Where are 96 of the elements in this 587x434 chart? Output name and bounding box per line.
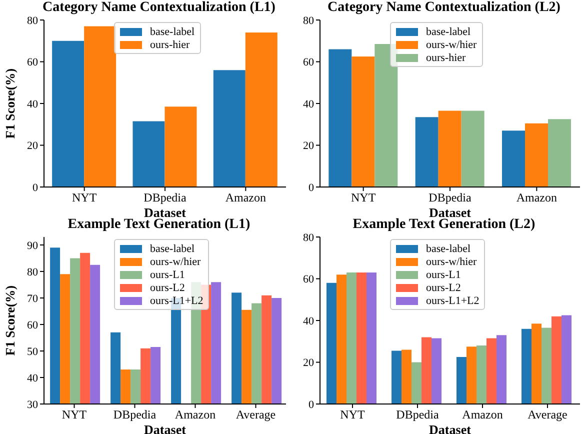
legend-label: base-label [426,26,471,38]
bar [346,272,356,404]
bar [328,49,352,187]
y-tick-label: 50 [27,346,38,358]
y-tick-label: 20 [303,140,314,152]
bar [366,272,376,404]
legend-label: ours-w/hier [426,38,477,50]
x-tick-label: DBpedia [144,190,187,205]
x-tick-label: DBpedia [396,408,440,422]
bar [326,282,336,404]
x-tick-label: NYT [350,190,376,205]
x-tick-label: DBpedia [428,190,472,205]
bar [356,272,366,404]
bar [438,110,462,187]
x-tick-label: Average [236,408,276,422]
bar [542,328,552,404]
x-tick-label: DBpedia [113,408,157,422]
legend-label: ours-hier [150,38,190,50]
legend-label: ours-hier [426,52,466,64]
bar [486,338,496,404]
chart-title: Category Name Contextualization (L2) [326,0,562,16]
legend-label: ours-w/hier [426,256,477,268]
y-tick-label: 60 [27,56,38,69]
y-tick-label: 0 [308,182,314,194]
bar [336,274,346,404]
legend-label: base-label [150,242,195,254]
bar [352,56,375,187]
chart-title: Category Name Contextualization (L1) [42,0,276,16]
legend-label: ours-L1 [426,268,461,280]
y-tick-label: 20 [303,357,314,370]
y-tick-label: 80 [303,232,314,244]
bar [496,335,506,404]
x-axis-title: Dataset [429,205,472,220]
legend-label: base-label [426,242,471,254]
chart-title: Example Text Generation (L1) [66,217,252,233]
y-tick-label: 0 [32,182,38,194]
bar [466,346,476,404]
x-tick-label: Amazon [225,190,266,205]
bar [552,316,562,404]
x-axis-title: Dataset [429,422,472,434]
y-tick-label: 40 [303,315,314,328]
bar [132,121,165,187]
y-axis-title: F1 Score(%) [2,285,18,356]
x-tick-label: NYT [340,408,366,422]
x-tick-label: NYT [62,408,88,422]
y-tick-label: 30 [27,398,38,411]
y-tick-label: 60 [27,319,38,332]
bar [525,123,548,187]
bar [402,350,412,404]
bar [415,117,438,187]
y-tick-label: 80 [303,14,314,27]
y-tick-label: 40 [27,98,38,110]
bar [213,70,246,187]
bar [52,40,84,187]
y-tick-label: 40 [27,372,38,384]
bar [392,350,402,404]
legend-label: ours-L1 [150,268,185,280]
legend-label: ours-L2 [150,282,185,294]
x-tick-label: Average [528,408,568,422]
y-tick-label: 60 [303,56,314,69]
y-tick-label: 90 [27,240,38,252]
bar [562,315,572,404]
bar [412,362,422,404]
bar [245,32,278,187]
bar [461,110,484,187]
legend-label: ours-w/hier [150,256,201,268]
x-tick-label: Amazon [516,190,557,205]
bar [476,346,486,404]
bar [432,338,442,404]
bar [502,130,525,187]
bar [522,328,532,404]
y-tick-label: 70 [27,292,38,305]
x-tick-label: NYT [72,190,98,205]
chart-title: Example Text Generation (L2) [352,217,536,233]
bar [164,106,197,187]
y-tick-label: 80 [27,266,38,278]
legend-label: base-label [150,26,195,38]
y-tick-label: 0 [308,398,314,411]
x-axis-title: Dataset [144,205,187,220]
bar [532,324,542,404]
x-axis-title: Dataset [144,422,187,434]
x-tick-label: Amazon [462,408,503,422]
x-tick-label: Amazon [174,408,216,422]
y-tick-label: 40 [303,98,314,110]
bar [84,26,116,187]
y-axis-title: F1 Score(%) [2,68,18,139]
y-tick-label: 80 [27,14,38,27]
bar [548,119,571,187]
legend-label: ours-L1+L2 [426,294,480,306]
legend-label: ours-L1+L2 [150,294,204,306]
legend-label: ours-L2 [426,282,461,294]
bar [422,337,432,404]
bar [374,44,398,187]
y-tick-label: 20 [27,140,38,152]
y-tick-label: 60 [303,274,314,286]
bar [456,357,466,404]
